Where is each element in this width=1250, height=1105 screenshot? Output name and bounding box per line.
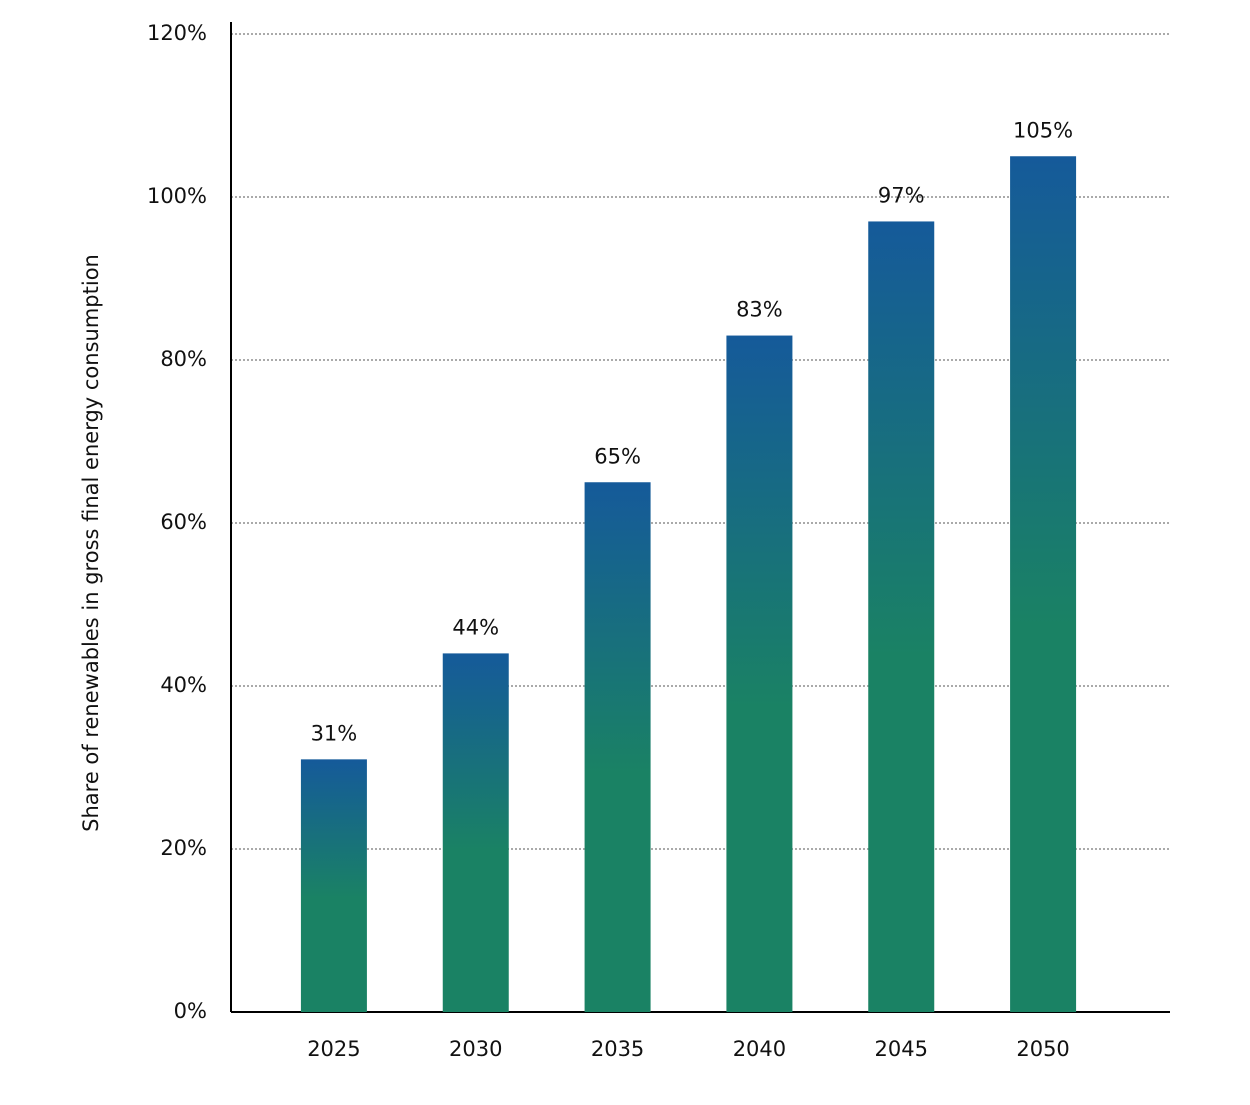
y-axis-title: Share of renewables in gross final energ… <box>79 254 103 832</box>
y-tick-label: 80% <box>160 347 207 371</box>
data-label: 65% <box>594 444 641 468</box>
bar <box>442 653 509 1012</box>
data-label: 105% <box>1013 118 1073 142</box>
bar <box>300 759 367 1012</box>
y-tick-label: 20% <box>160 836 207 860</box>
y-tick-label: 100% <box>147 184 207 208</box>
x-tick-label: 2025 <box>307 1037 360 1061</box>
bar <box>868 221 935 1012</box>
bar <box>726 335 793 1012</box>
y-tick-label: 120% <box>147 21 207 45</box>
data-label: 44% <box>452 615 499 639</box>
y-tick-label: 0% <box>174 999 207 1023</box>
data-label: 31% <box>311 721 358 745</box>
data-label: 97% <box>878 183 925 207</box>
y-tick-label: 60% <box>160 510 207 534</box>
bar <box>1010 156 1077 1012</box>
x-tick-label: 2050 <box>1016 1037 1069 1061</box>
y-tick-label: 40% <box>160 673 207 697</box>
x-tick-label: 2040 <box>733 1037 786 1061</box>
x-tick-label: 2035 <box>591 1037 644 1061</box>
x-tick-label: 2045 <box>875 1037 928 1061</box>
bar <box>584 482 651 1012</box>
data-label: 83% <box>736 298 783 322</box>
x-tick-label: 2030 <box>449 1037 502 1061</box>
